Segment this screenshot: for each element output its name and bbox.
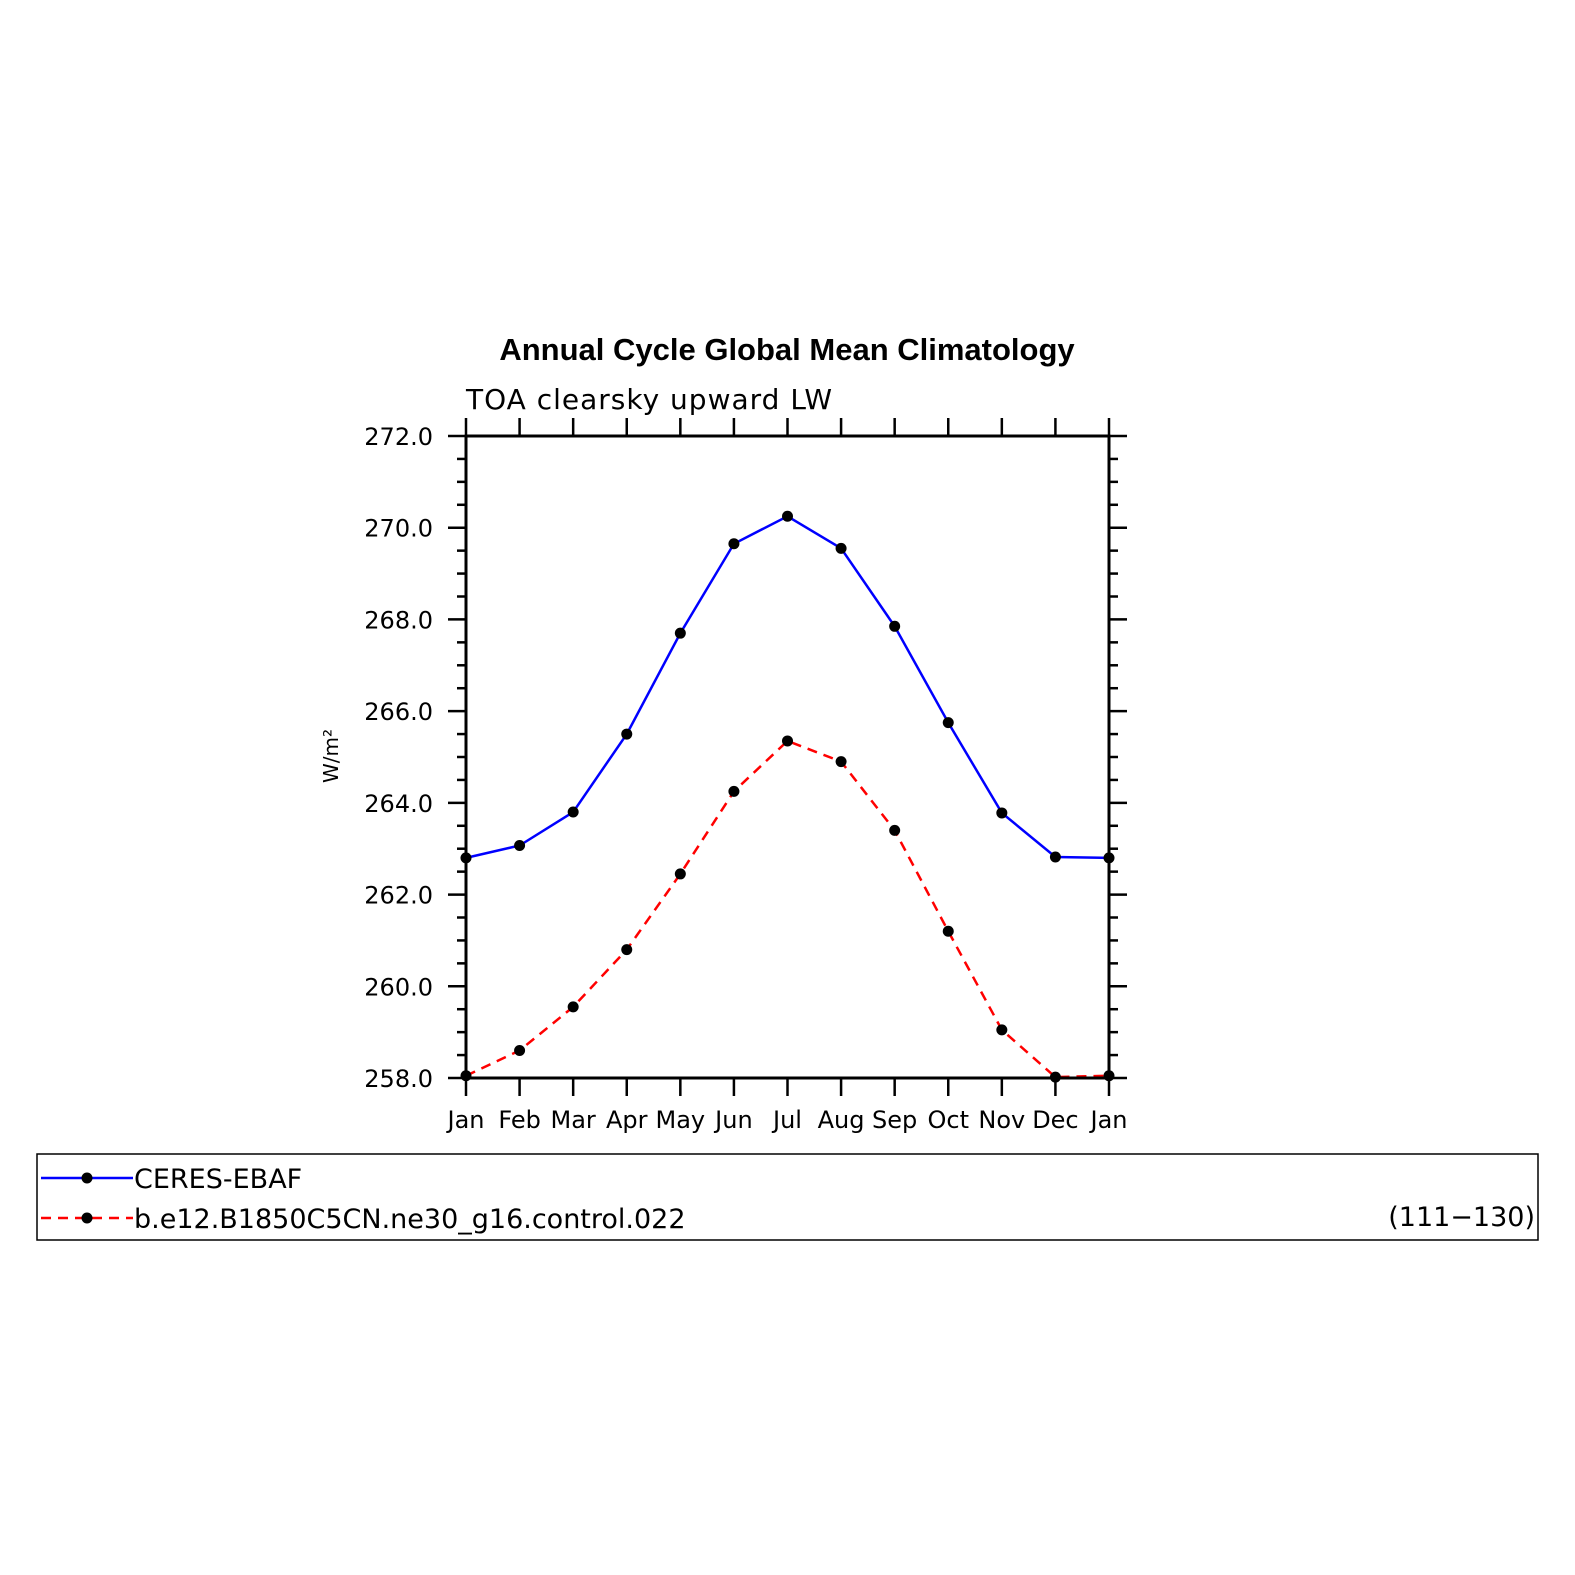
plot-frame <box>464 434 1111 1080</box>
x-tick-labels: Jan Feb Mar Apr May Jun Jul Aug Sep Oct Nov Dec Jan <box>446 1106 1128 1134</box>
legend-entries: CERES-EBAF b.e12.B1850C5CN.ne30_g16.contr… <box>41 1164 686 1235</box>
series-2-point <box>996 1024 1008 1036</box>
y-tick-label: 268.0 <box>364 606 433 634</box>
x-tick-label: Mar <box>551 1106 596 1134</box>
chart-subtitle: TOA clearsky upward LW <box>465 383 833 416</box>
x-tick-label: Apr <box>606 1106 648 1134</box>
x-tick-label: Feb <box>498 1106 541 1134</box>
y-tick-label: 270.0 <box>364 515 433 543</box>
x-tick-label: Aug <box>818 1106 865 1134</box>
legend-label: CERES-EBAF <box>134 1164 302 1195</box>
y-tick-label: 260.0 <box>364 973 433 1001</box>
series-1-point <box>942 717 954 729</box>
series-lines <box>460 510 1115 1083</box>
chart-title: Annual Cycle Global Mean Climatology <box>499 332 1075 367</box>
series-2-point <box>889 824 901 836</box>
series-2-point <box>728 785 740 797</box>
legend-swatch-marker <box>81 1212 93 1224</box>
legend-label: b.e12.B1850C5CN.ne30_g16.control.022 <box>134 1204 686 1235</box>
y-tick-label: 266.0 <box>364 698 433 726</box>
y-tick-label: 264.0 <box>364 790 433 818</box>
legend-note: (111−130) <box>1388 1202 1535 1233</box>
series-1-point <box>621 728 633 740</box>
legend-swatch-marker <box>81 1172 93 1184</box>
series-1-point <box>567 806 579 818</box>
series-line-1 <box>465 514 1110 860</box>
x-tick-label: Sep <box>872 1106 917 1134</box>
series-2-point <box>942 925 954 937</box>
y-axis-label: W/m² <box>319 729 343 783</box>
series-2-point <box>621 944 633 956</box>
x-tick-label: Jul <box>771 1106 802 1134</box>
x-tick-label: Jun <box>713 1106 753 1134</box>
legend-box: CERES-EBAF b.e12.B1850C5CN.ne30_g16.contr… <box>36 1153 1539 1241</box>
series-1-point <box>889 620 901 632</box>
series-1-point <box>1049 851 1061 863</box>
x-tick-label: Nov <box>978 1106 1025 1134</box>
series-2-point <box>835 756 847 768</box>
series-2-point <box>674 868 686 880</box>
series-1-point <box>674 627 686 639</box>
x-tick-label: Jan <box>1089 1106 1128 1134</box>
y-tick-label: 272.0 <box>364 423 433 451</box>
x-tick-label: Dec <box>1032 1106 1078 1134</box>
y-tick-label: 262.0 <box>364 882 433 910</box>
series-1-point <box>782 510 793 522</box>
series-2-point <box>782 735 793 747</box>
y-tick-labels: 258.0 260.0 262.0 264.0 266.0 268.0 270.0 272.0 <box>364 423 433 1093</box>
series-1-point <box>514 840 526 852</box>
y-tick-label: 258.0 <box>364 1065 433 1093</box>
x-tick-label: Jan <box>446 1106 485 1134</box>
series-2-point <box>567 1001 579 1013</box>
series-line-2 <box>465 739 1110 1079</box>
x-tick-label: Oct <box>928 1106 970 1134</box>
series-1-point <box>728 538 740 550</box>
series-2-point <box>514 1044 526 1056</box>
x-tick-label: May <box>656 1106 706 1134</box>
series-1-point <box>996 807 1008 819</box>
legend-frame <box>36 1153 1539 1241</box>
series-1-point <box>835 542 847 554</box>
